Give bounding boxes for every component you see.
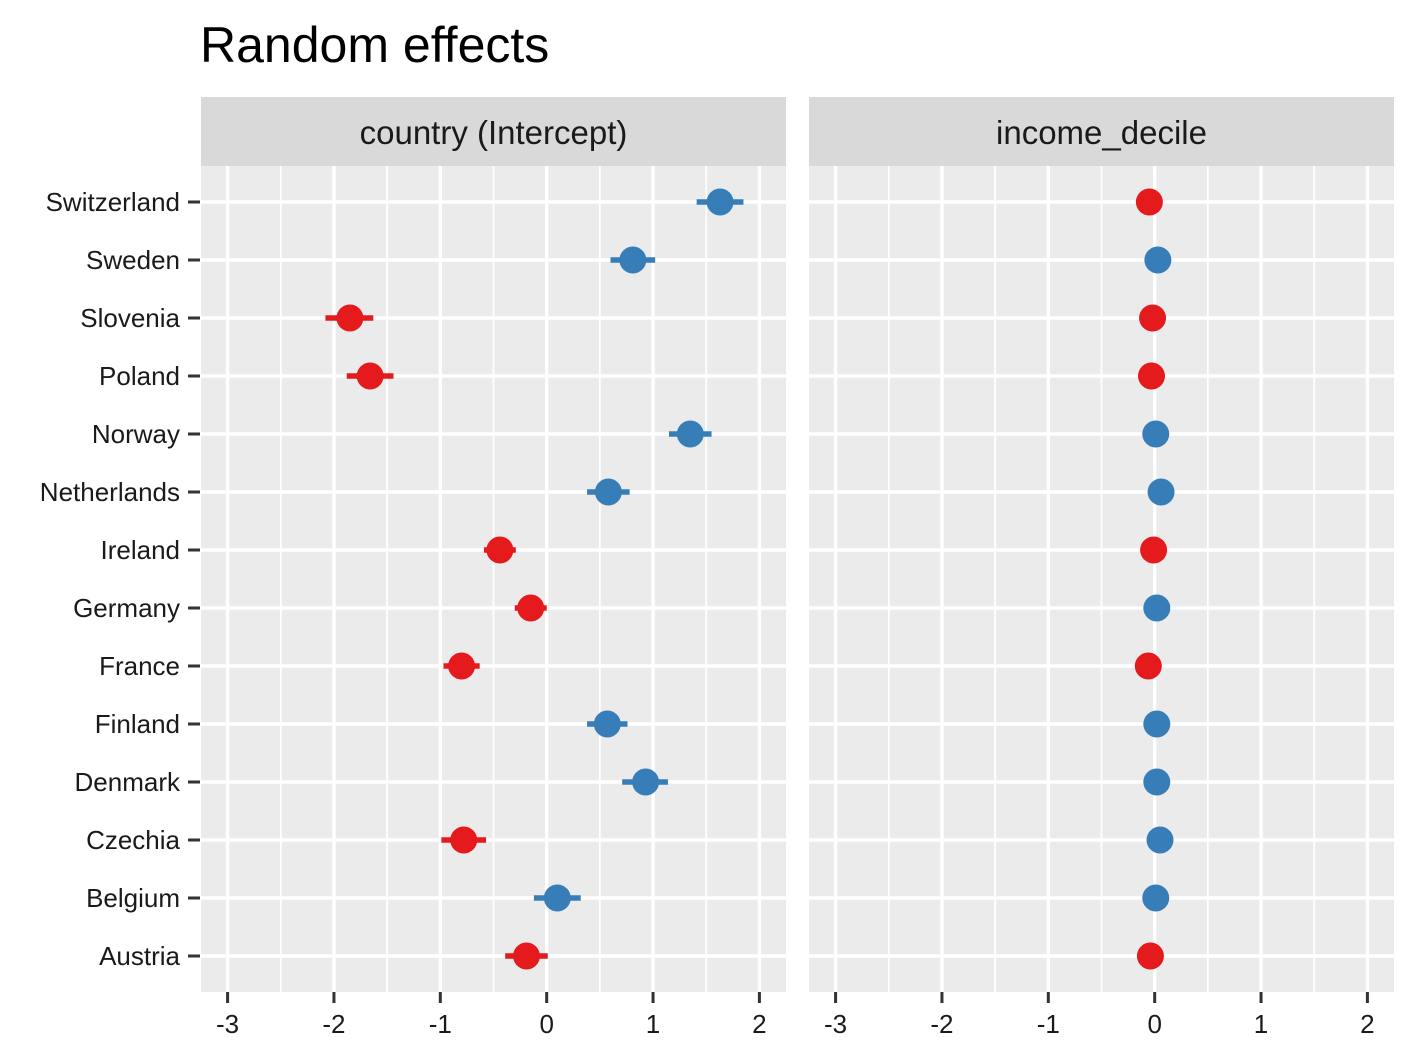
point-poland: [1137, 362, 1165, 390]
point-norway: [676, 420, 704, 448]
point-switzerland: [1135, 188, 1163, 216]
panel-country-intercept: country (Intercept) -3 -2 -1 0 1 2: [201, 97, 786, 1039]
x-tick-label: -2: [322, 1009, 345, 1039]
x-tick-label: 0: [539, 1009, 553, 1039]
point-netherlands: [1147, 478, 1175, 506]
facet-strip: [201, 97, 786, 166]
y-tick-label-netherlands: Netherlands: [40, 477, 180, 507]
x-tick-label: 1: [1254, 1009, 1268, 1039]
y-tick-label-denmark: Denmark: [75, 767, 181, 797]
facet-strip: [809, 97, 1394, 166]
y-tick-label-norway: Norway: [92, 419, 180, 449]
point-czechia: [1146, 826, 1174, 854]
point-norway: [1142, 420, 1170, 448]
point-slovenia: [336, 304, 364, 332]
y-tick-label-france: France: [99, 651, 180, 681]
point-germany: [1143, 594, 1171, 622]
y-axis: Switzerland Sweden Slovenia Poland Norway Net…: [40, 187, 200, 971]
point-france: [448, 652, 476, 680]
point-denmark: [1143, 768, 1171, 796]
point-france: [1134, 652, 1162, 680]
y-tick-label-czechia: Czechia: [86, 825, 180, 855]
x-tick-label: -1: [429, 1009, 452, 1039]
point-sweden: [619, 246, 647, 274]
x-tick-label: 2: [752, 1009, 766, 1039]
y-tick-label-sweden: Sweden: [86, 245, 180, 275]
x-tick-label: -3: [824, 1009, 847, 1039]
facet-strip-label: income_decile: [996, 114, 1207, 151]
x-tick-label: 1: [646, 1009, 660, 1039]
point-finland: [593, 710, 621, 738]
y-tick-label-finland: Finland: [95, 709, 180, 739]
point-denmark: [632, 768, 660, 796]
y-tick-label-poland: Poland: [99, 361, 180, 391]
y-tick-label-germany: Germany: [73, 593, 180, 623]
y-tick-label-slovenia: Slovenia: [80, 303, 180, 333]
point-ireland: [1140, 536, 1168, 564]
point-belgium: [543, 884, 571, 912]
y-tick-label-belgium: Belgium: [86, 883, 180, 913]
chart-title: Random effects: [200, 17, 549, 73]
panel-income-decile: income_decile -3 -2 -1 0 1 2: [809, 97, 1394, 1039]
point-austria: [512, 942, 540, 970]
point-poland: [356, 362, 384, 390]
point-netherlands: [594, 478, 622, 506]
point-ireland: [486, 536, 514, 564]
y-tick-label-switzerland: Switzerland: [46, 187, 180, 217]
facet-panels: country (Intercept)-3 -2 -1 0 1 2income_decil…: [201, 97, 1394, 1039]
x-tick-label: 2: [1360, 1009, 1374, 1039]
x-tick-label: 0: [1147, 1009, 1161, 1039]
facet-strip-label: country (Intercept): [360, 114, 628, 151]
y-tick-label-ireland: Ireland: [101, 535, 181, 565]
point-austria: [1136, 942, 1164, 970]
point-sweden: [1144, 246, 1172, 274]
y-tick-label-austria: Austria: [99, 941, 180, 971]
point-germany: [517, 594, 545, 622]
x-tick-label: -3: [216, 1009, 239, 1039]
point-czechia: [450, 826, 478, 854]
x-tick-label: -2: [930, 1009, 953, 1039]
point-switzerland: [706, 188, 734, 216]
point-belgium: [1142, 884, 1170, 912]
point-slovenia: [1139, 304, 1167, 332]
x-tick-label: -1: [1037, 1009, 1060, 1039]
point-finland: [1143, 710, 1171, 738]
